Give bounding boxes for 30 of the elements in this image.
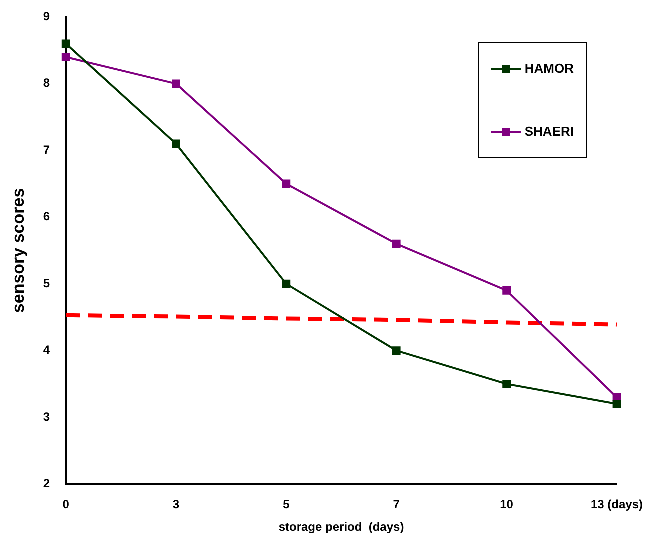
x-tick-label: 13 (days) (590, 498, 644, 512)
legend-label: SHAERI (524, 124, 574, 140)
y-tick-label: 4 (43, 343, 50, 358)
x-tick-label: 7 (393, 498, 400, 512)
y-tick-label: 8 (43, 76, 50, 90)
y-tick-label: 9 (43, 10, 50, 24)
line-series (64, 313, 619, 327)
point (62, 40, 70, 48)
point (612, 400, 622, 408)
point (172, 80, 180, 88)
point (282, 280, 291, 288)
y-tick-label: 5 (43, 276, 50, 290)
point (392, 240, 401, 248)
point (172, 140, 180, 148)
legend-label: HAMOR (524, 61, 574, 76)
y-tick-label: 3 (43, 410, 50, 424)
x-tick-label: 3 (172, 498, 180, 512)
y-tick-label: 2 (43, 476, 50, 491)
point (502, 286, 511, 295)
point (392, 346, 401, 355)
y-axis-title: sensory scores (8, 188, 28, 314)
x-tick-label: 0 (62, 498, 70, 512)
point (502, 380, 511, 388)
y-tick-label: 7 (43, 142, 50, 157)
x-tick-label: 10 (500, 498, 514, 512)
x-axis-title: storage period (days) (278, 520, 404, 534)
point (282, 180, 291, 188)
y-tick-label: 6 (43, 210, 50, 224)
point (62, 53, 70, 62)
x-tick-label: 5 (283, 498, 290, 512)
